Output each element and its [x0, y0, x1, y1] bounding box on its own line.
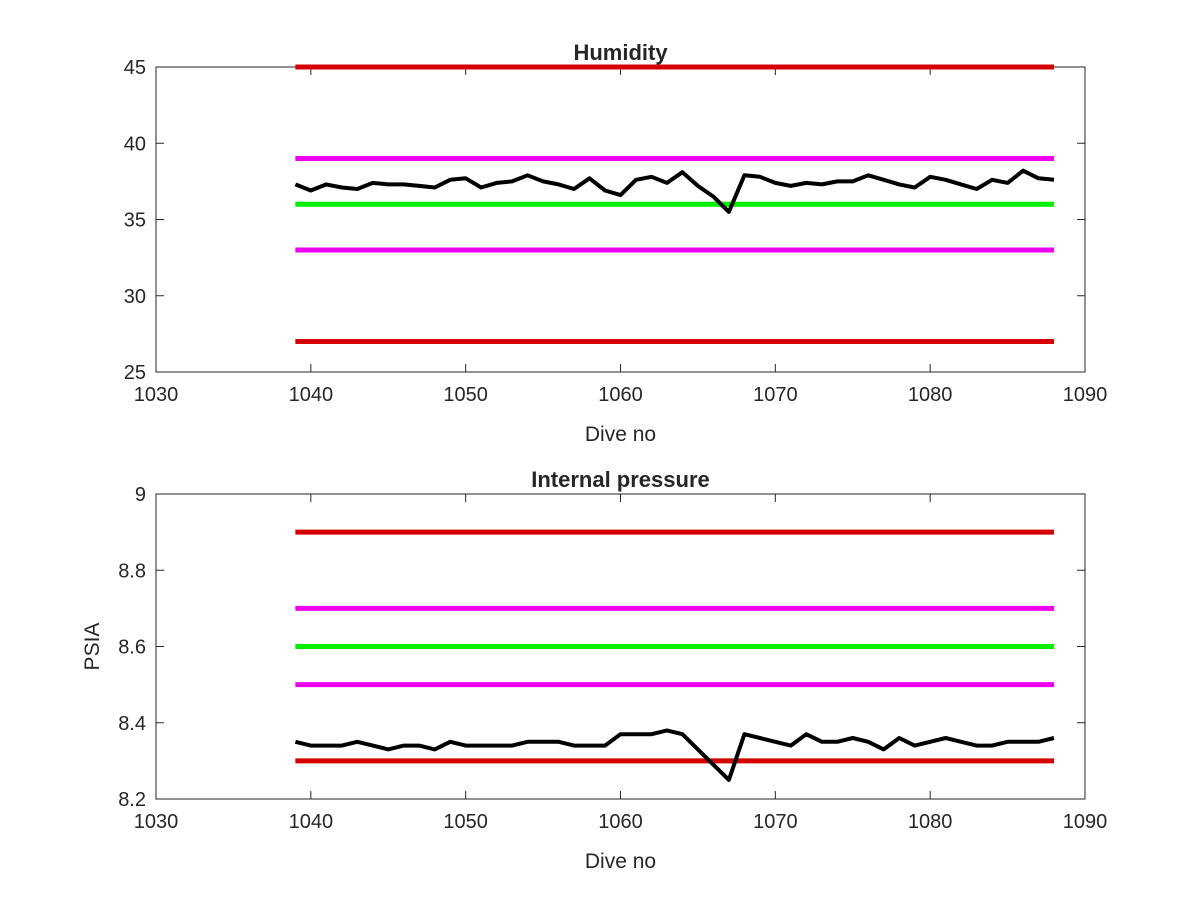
- y-tick-label: 9: [135, 484, 146, 506]
- x-tick-label: 1070: [753, 384, 798, 406]
- internal-pressure-chart: 1030 1040 1050 1060 1070 1080 1090 8.2 8.4 8.6 8.8…: [81, 467, 1107, 873]
- y-tick-label: 8.8: [118, 560, 146, 582]
- y-tick-label: 30: [124, 286, 146, 308]
- x-tick-label: 1080: [908, 811, 953, 833]
- x-tick-label: 1090: [1063, 811, 1108, 833]
- x-tick-label: 1060: [598, 811, 643, 833]
- x-tick-label: 1080: [908, 384, 953, 406]
- data-series-line: [294, 728, 1055, 782]
- humidity-chart: 1030 1040 1050 1060 1070 1080 1090 25 30 35 40 45 Hu…: [124, 40, 1108, 446]
- x-tick-label: 1030: [134, 384, 179, 406]
- y-axis-label: PSIA: [81, 623, 104, 671]
- y-tick-label: 8.2: [118, 789, 146, 811]
- y-tick-label: 8.4: [118, 713, 146, 735]
- y-tick-label: 8.6: [118, 637, 146, 659]
- y-tick-label: 35: [124, 210, 146, 232]
- x-tick-label: 1060: [598, 384, 643, 406]
- y-tick-label: 40: [124, 133, 146, 155]
- x-tick-label: 1050: [443, 384, 488, 406]
- chart-title: Humidity: [573, 40, 668, 65]
- x-tick-label: 1070: [753, 811, 798, 833]
- x-tick-label: 1030: [134, 811, 179, 833]
- x-tick-label: 1040: [289, 811, 334, 833]
- x-tick-label: 1050: [443, 811, 488, 833]
- x-tick-label: 1040: [289, 384, 334, 406]
- y-tick-label: 45: [124, 57, 146, 79]
- data-series-line: [294, 168, 1055, 214]
- chart-title: Internal pressure: [531, 467, 710, 492]
- y-tick-label: 25: [124, 362, 146, 384]
- plot-area: [155, 66, 1086, 373]
- x-tick-label: 1090: [1063, 384, 1108, 406]
- x-axis-label: Dive no: [585, 423, 656, 446]
- x-axis-label: Dive no: [585, 850, 656, 873]
